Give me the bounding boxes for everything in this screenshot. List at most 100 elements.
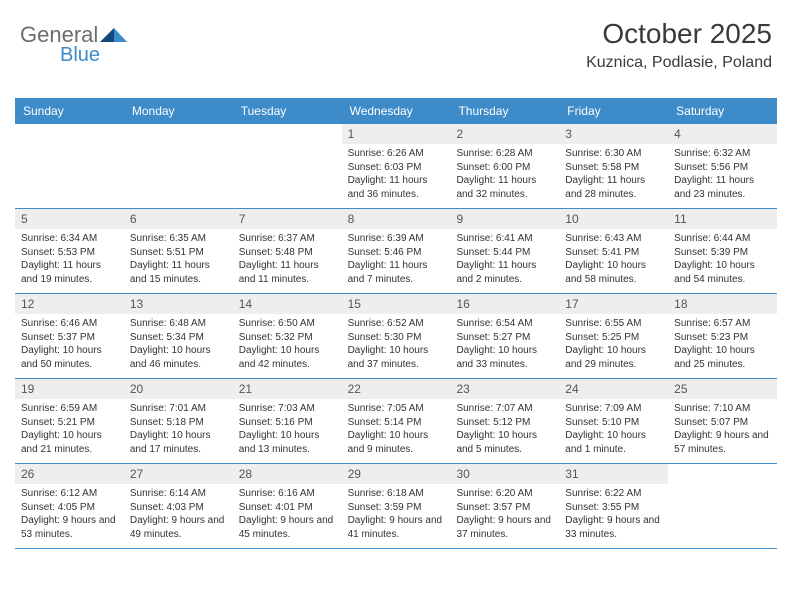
daylight-line: Daylight: 11 hours and 2 minutes.: [456, 259, 553, 286]
daylight-line: Daylight: 10 hours and 13 minutes.: [239, 429, 336, 456]
day-cell: 19Sunrise: 6:59 AMSunset: 5:21 PMDayligh…: [15, 379, 124, 463]
day-cell: 28Sunrise: 6:16 AMSunset: 4:01 PMDayligh…: [233, 464, 342, 548]
week-row: 12Sunrise: 6:46 AMSunset: 5:37 PMDayligh…: [15, 294, 777, 379]
day-content: Sunrise: 6:34 AMSunset: 5:53 PMDaylight:…: [15, 229, 124, 292]
day-cell: 22Sunrise: 7:05 AMSunset: 5:14 PMDayligh…: [342, 379, 451, 463]
sunset-line: Sunset: 5:56 PM: [674, 161, 771, 175]
day-content: Sunrise: 6:55 AMSunset: 5:25 PMDaylight:…: [559, 314, 668, 377]
day-number: 22: [342, 379, 451, 399]
sunrise-line: Sunrise: 6:44 AM: [674, 232, 771, 246]
day-header: Monday: [124, 98, 233, 124]
day-header: Saturday: [668, 98, 777, 124]
logo-triangle-icon: [100, 26, 128, 44]
day-content: Sunrise: 6:22 AMSunset: 3:55 PMDaylight:…: [559, 484, 668, 547]
day-cell: 16Sunrise: 6:54 AMSunset: 5:27 PMDayligh…: [450, 294, 559, 378]
sunrise-line: Sunrise: 6:34 AM: [21, 232, 118, 246]
sunset-line: Sunset: 5:51 PM: [130, 246, 227, 260]
day-cell: 27Sunrise: 6:14 AMSunset: 4:03 PMDayligh…: [124, 464, 233, 548]
location: Kuznica, Podlasie, Poland: [586, 54, 772, 72]
day-content: Sunrise: 7:01 AMSunset: 5:18 PMDaylight:…: [124, 399, 233, 462]
sunrise-line: Sunrise: 6:32 AM: [674, 147, 771, 161]
day-cell: 3Sunrise: 6:30 AMSunset: 5:58 PMDaylight…: [559, 124, 668, 208]
sunrise-line: Sunrise: 6:48 AM: [130, 317, 227, 331]
day-cell: 17Sunrise: 6:55 AMSunset: 5:25 PMDayligh…: [559, 294, 668, 378]
empty-cell: [233, 124, 342, 208]
sunset-line: Sunset: 6:00 PM: [456, 161, 553, 175]
daylight-line: Daylight: 10 hours and 42 minutes.: [239, 344, 336, 371]
sunrise-line: Sunrise: 7:03 AM: [239, 402, 336, 416]
day-content: Sunrise: 6:52 AMSunset: 5:30 PMDaylight:…: [342, 314, 451, 377]
daylight-line: Daylight: 10 hours and 5 minutes.: [456, 429, 553, 456]
sunset-line: Sunset: 5:53 PM: [21, 246, 118, 260]
day-header: Tuesday: [233, 98, 342, 124]
sunrise-line: Sunrise: 6:12 AM: [21, 487, 118, 501]
day-content: Sunrise: 7:05 AMSunset: 5:14 PMDaylight:…: [342, 399, 451, 462]
week-row: 26Sunrise: 6:12 AMSunset: 4:05 PMDayligh…: [15, 464, 777, 549]
sunrise-line: Sunrise: 6:14 AM: [130, 487, 227, 501]
daylight-line: Daylight: 9 hours and 57 minutes.: [674, 429, 771, 456]
sunrise-line: Sunrise: 6:54 AM: [456, 317, 553, 331]
day-number: 31: [559, 464, 668, 484]
month-title: October 2025: [586, 18, 772, 50]
sunrise-line: Sunrise: 6:37 AM: [239, 232, 336, 246]
daylight-line: Daylight: 9 hours and 45 minutes.: [239, 514, 336, 541]
day-cell: 23Sunrise: 7:07 AMSunset: 5:12 PMDayligh…: [450, 379, 559, 463]
daylight-line: Daylight: 11 hours and 7 minutes.: [348, 259, 445, 286]
sunrise-line: Sunrise: 6:41 AM: [456, 232, 553, 246]
day-header: Sunday: [15, 98, 124, 124]
daylight-line: Daylight: 9 hours and 33 minutes.: [565, 514, 662, 541]
day-number: 3: [559, 124, 668, 144]
sunrise-line: Sunrise: 6:30 AM: [565, 147, 662, 161]
sunrise-line: Sunrise: 7:09 AM: [565, 402, 662, 416]
day-content: Sunrise: 6:18 AMSunset: 3:59 PMDaylight:…: [342, 484, 451, 547]
day-content: Sunrise: 6:44 AMSunset: 5:39 PMDaylight:…: [668, 229, 777, 292]
day-number: 18: [668, 294, 777, 314]
day-content: Sunrise: 7:03 AMSunset: 5:16 PMDaylight:…: [233, 399, 342, 462]
day-cell: 1Sunrise: 6:26 AMSunset: 6:03 PMDaylight…: [342, 124, 451, 208]
week-row: 5Sunrise: 6:34 AMSunset: 5:53 PMDaylight…: [15, 209, 777, 294]
sunrise-line: Sunrise: 6:43 AM: [565, 232, 662, 246]
sunset-line: Sunset: 5:30 PM: [348, 331, 445, 345]
day-content: Sunrise: 7:09 AMSunset: 5:10 PMDaylight:…: [559, 399, 668, 462]
header-right: October 2025 Kuznica, Podlasie, Poland: [586, 18, 772, 72]
day-number: 16: [450, 294, 559, 314]
day-number: 30: [450, 464, 559, 484]
sunset-line: Sunset: 5:32 PM: [239, 331, 336, 345]
day-content: Sunrise: 6:41 AMSunset: 5:44 PMDaylight:…: [450, 229, 559, 292]
day-cell: 14Sunrise: 6:50 AMSunset: 5:32 PMDayligh…: [233, 294, 342, 378]
day-header-row: SundayMondayTuesdayWednesdayThursdayFrid…: [15, 98, 777, 124]
sunrise-line: Sunrise: 6:26 AM: [348, 147, 445, 161]
sunrise-line: Sunrise: 6:16 AM: [239, 487, 336, 501]
sunset-line: Sunset: 5:58 PM: [565, 161, 662, 175]
daylight-line: Daylight: 9 hours and 53 minutes.: [21, 514, 118, 541]
day-number: 10: [559, 209, 668, 229]
day-number: 24: [559, 379, 668, 399]
day-number: 14: [233, 294, 342, 314]
daylight-line: Daylight: 11 hours and 36 minutes.: [348, 174, 445, 201]
day-cell: 8Sunrise: 6:39 AMSunset: 5:46 PMDaylight…: [342, 209, 451, 293]
day-number: 29: [342, 464, 451, 484]
sunset-line: Sunset: 5:48 PM: [239, 246, 336, 260]
sunset-line: Sunset: 3:55 PM: [565, 501, 662, 515]
sunset-line: Sunset: 5:27 PM: [456, 331, 553, 345]
day-header: Thursday: [450, 98, 559, 124]
day-cell: 2Sunrise: 6:28 AMSunset: 6:00 PMDaylight…: [450, 124, 559, 208]
day-cell: 9Sunrise: 6:41 AMSunset: 5:44 PMDaylight…: [450, 209, 559, 293]
day-cell: 25Sunrise: 7:10 AMSunset: 5:07 PMDayligh…: [668, 379, 777, 463]
day-cell: 13Sunrise: 6:48 AMSunset: 5:34 PMDayligh…: [124, 294, 233, 378]
day-number: 5: [15, 209, 124, 229]
day-number: 27: [124, 464, 233, 484]
sunset-line: Sunset: 5:34 PM: [130, 331, 227, 345]
daylight-line: Daylight: 11 hours and 23 minutes.: [674, 174, 771, 201]
day-header: Friday: [559, 98, 668, 124]
day-number: 26: [15, 464, 124, 484]
sunrise-line: Sunrise: 7:10 AM: [674, 402, 771, 416]
day-cell: 12Sunrise: 6:46 AMSunset: 5:37 PMDayligh…: [15, 294, 124, 378]
day-number: 12: [15, 294, 124, 314]
sunset-line: Sunset: 5:46 PM: [348, 246, 445, 260]
daylight-line: Daylight: 10 hours and 54 minutes.: [674, 259, 771, 286]
logo-text-blue: Blue: [60, 44, 100, 67]
day-header: Wednesday: [342, 98, 451, 124]
sunrise-line: Sunrise: 7:07 AM: [456, 402, 553, 416]
daylight-line: Daylight: 10 hours and 25 minutes.: [674, 344, 771, 371]
